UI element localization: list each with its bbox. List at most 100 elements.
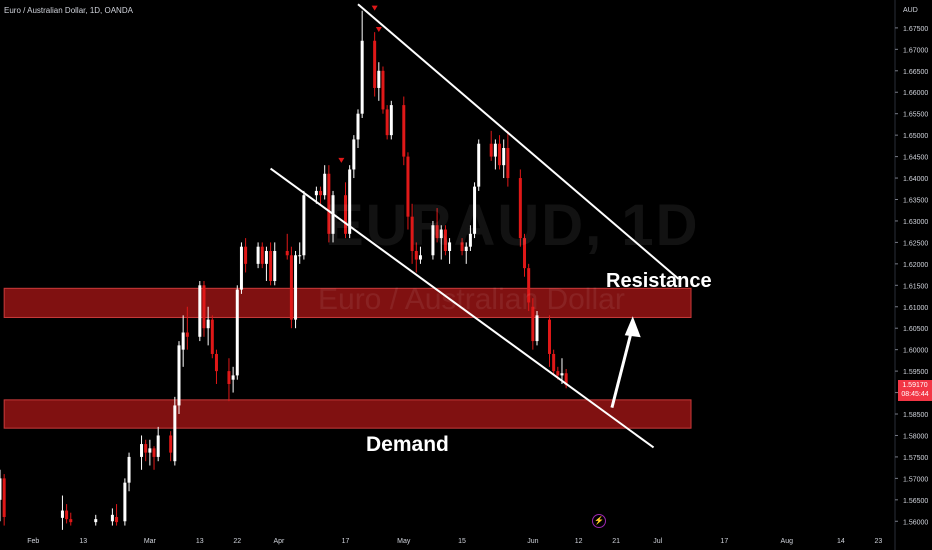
candle-body <box>294 255 298 320</box>
candle-body <box>256 246 260 264</box>
candle-body <box>468 233 472 247</box>
price-tick-label: 1.65500 <box>903 112 928 119</box>
candle-body <box>273 250 277 282</box>
candle-body <box>560 373 564 376</box>
candle-body <box>552 353 556 372</box>
signal-marker <box>338 157 345 163</box>
candle-body <box>535 315 539 342</box>
price-tick-label: 1.65000 <box>903 133 928 140</box>
candle-body <box>123 482 127 522</box>
candle-body <box>0 478 2 500</box>
candle-body <box>410 216 414 251</box>
price-tick-label: 1.56000 <box>903 519 928 526</box>
candle-body <box>373 40 377 88</box>
candles-layer <box>0 5 568 530</box>
candle-body <box>506 148 510 179</box>
price-tick-label: 1.67500 <box>903 26 928 33</box>
lightning-icon[interactable]: ⚡ <box>592 514 606 528</box>
price-tick-label: 1.62000 <box>903 262 928 269</box>
candle-body <box>414 250 418 260</box>
trendline <box>357 3 680 280</box>
candle-body <box>198 285 202 337</box>
candle-body <box>94 519 98 523</box>
last-price: 1.59170 <box>902 382 928 389</box>
candle-body <box>448 242 452 251</box>
trendline <box>269 167 655 449</box>
symbol-watermark: EURAUD, 1D <box>325 193 700 258</box>
candle-body <box>239 246 243 290</box>
price-tick-label: 1.58000 <box>903 433 928 440</box>
candle-body <box>285 250 289 256</box>
time-tick-label: 17 <box>720 538 728 545</box>
candle-body <box>473 186 477 234</box>
price-tick-label: 1.58500 <box>903 412 928 419</box>
candle-body <box>156 435 160 457</box>
price-tick-label: 1.63500 <box>903 198 928 205</box>
symbol-header[interactable]: Euro / Australian Dollar, 1D, OANDA <box>4 6 133 15</box>
candle-body <box>431 225 435 256</box>
demand-label: Demand <box>366 433 449 456</box>
candle-body <box>439 229 443 239</box>
time-tick-label: 13 <box>79 538 87 545</box>
price-tick-label: 1.62500 <box>903 240 928 247</box>
candle-body <box>464 246 468 251</box>
candle-body <box>235 289 239 376</box>
price-tick-label: 1.59500 <box>903 369 928 376</box>
candle-body <box>260 246 264 264</box>
candle-body <box>547 319 551 354</box>
candle-body <box>523 238 527 269</box>
candle-body <box>177 345 181 406</box>
time-tick-label: 12 <box>575 538 583 545</box>
trendlines-layer <box>269 3 680 449</box>
candle-body <box>360 40 364 114</box>
price-tick-label: 1.61000 <box>903 305 928 312</box>
candle-body <box>264 250 268 264</box>
candle-body <box>323 173 327 196</box>
candle-body <box>435 225 439 239</box>
candle-body <box>377 70 381 88</box>
candle-body <box>389 105 393 136</box>
price-tick-label: 1.66500 <box>903 69 928 76</box>
candle-body <box>69 519 73 523</box>
candle-body <box>319 190 323 196</box>
price-tick-label: 1.60000 <box>903 348 928 355</box>
candle-body <box>110 514 114 522</box>
price-tick-label: 1.66000 <box>903 90 928 97</box>
candle-body <box>402 105 406 157</box>
time-tick-label: 13 <box>196 538 204 545</box>
candle-body <box>298 255 302 257</box>
time-tick-label: Aug <box>781 538 794 545</box>
last-price-badge: 1.59170 08:45:44 <box>898 380 932 401</box>
resistance-label: Resistance <box>606 270 712 292</box>
candle-body <box>227 371 231 384</box>
price-axis[interactable]: AUD 1.67500 1.67000 1.66500 1.66000 1.65500 1.… <box>894 0 928 550</box>
price-tick-label: 1.63000 <box>903 219 928 226</box>
candle-body <box>564 373 568 386</box>
candle-body <box>140 444 144 457</box>
time-tick-label: Jun <box>527 538 538 545</box>
candle-body <box>202 285 206 329</box>
candle-body <box>527 268 531 303</box>
candle-body <box>493 143 497 157</box>
zone-demand <box>3 399 692 429</box>
price-tick-label: 1.57500 <box>903 455 928 462</box>
candle-body <box>518 178 522 239</box>
candle-body <box>477 143 481 187</box>
candle-body <box>127 456 131 483</box>
price-tick-label: 1.61500 <box>903 283 928 290</box>
candle-body <box>443 229 447 251</box>
currency-label: AUD <box>903 7 918 14</box>
time-axis[interactable]: Feb 13 Mar 13 22 Apr 17 May 15 Jun 12 21 Jul 17 Aug 14 2… <box>27 538 882 545</box>
time-tick-label: 21 <box>612 538 620 545</box>
candle-body <box>356 113 360 140</box>
time-tick-label: 14 <box>837 538 845 545</box>
candle-body <box>269 250 273 282</box>
candle-body <box>148 448 152 453</box>
time-tick-label: Feb <box>27 538 39 545</box>
candle-body <box>169 435 173 453</box>
candle-body <box>289 255 293 320</box>
zone-resistance <box>3 287 692 318</box>
candle-body <box>206 319 210 329</box>
candle-body <box>314 190 318 196</box>
